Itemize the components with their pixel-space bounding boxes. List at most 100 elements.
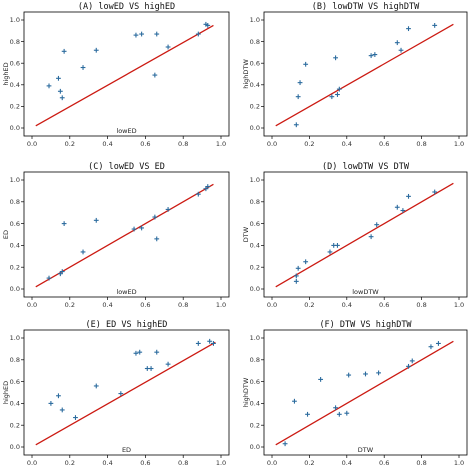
x-axis-label: lowED [116, 288, 136, 296]
y-tick-label: 0.6 [10, 59, 20, 67]
x-tick-label: 0.6 [379, 140, 389, 148]
data-point [363, 371, 368, 377]
x-axis-label: lowDTW [352, 288, 379, 296]
data-point [318, 377, 324, 382]
data-point [374, 222, 380, 228]
plot-frame [263, 171, 468, 298]
data-point [61, 221, 67, 226]
data-point [336, 411, 342, 417]
data-point [133, 32, 139, 38]
x-tick-label: 1.0 [216, 301, 226, 309]
data-point [205, 23, 211, 28]
data-point [335, 92, 340, 97]
data-point [282, 441, 288, 447]
data-point [406, 193, 411, 199]
data-point [154, 236, 160, 242]
plot-frame [263, 329, 468, 456]
x-tick-label: 0.2 [65, 301, 75, 309]
x-tick-label: 0.8 [178, 459, 188, 467]
data-point [406, 26, 411, 32]
data-point [165, 361, 171, 367]
y-tick-label: 0.0 [250, 285, 260, 293]
data-point [333, 405, 338, 411]
y-tick-label: 0.0 [10, 285, 20, 293]
data-point [131, 226, 137, 232]
y-tick-label: 0.2 [250, 103, 260, 111]
panel-title: (E) ED VS highED [86, 320, 168, 330]
y-tick-label: 0.8 [10, 38, 20, 46]
data-point [297, 80, 303, 86]
y-tick-label: 0.4 [250, 400, 260, 408]
y-tick-label: 0.8 [250, 356, 260, 364]
data-point [154, 349, 160, 355]
data-point [73, 415, 78, 420]
y-tick-label: 0.0 [250, 443, 260, 451]
data-point [203, 186, 209, 192]
x-tick-label: 0.2 [65, 459, 75, 467]
data-point [46, 83, 52, 89]
panel-title: (F) DTW VS highDTW [319, 320, 412, 330]
x-tick-label: 0.8 [416, 459, 426, 467]
data-point [394, 40, 400, 46]
data-point [305, 411, 310, 417]
data-point [211, 341, 216, 346]
data-point [400, 208, 406, 213]
scatter-panel-6: (F) DTW VS highDTW 0.0 0.0 0.2 0.2 0.4 0.4 0.6 0… [242, 320, 468, 467]
data-point [292, 398, 297, 404]
plot-frame [23, 329, 230, 456]
panel-title: (A) lowED VS highED [78, 2, 175, 12]
y-axis-label: highED [2, 62, 10, 85]
y-tick-label: 0.8 [10, 356, 20, 364]
data-point [295, 265, 301, 271]
data-point [333, 55, 338, 61]
y-axis-label: highDTW [242, 377, 250, 407]
x-tick-label: 1.0 [216, 140, 226, 148]
data-point [293, 273, 299, 279]
x-tick-label: 0.0 [267, 459, 277, 467]
reference-line [275, 23, 454, 127]
y-tick-label: 0.2 [10, 421, 20, 429]
data-point [303, 259, 309, 265]
y-tick-label: 0.6 [250, 378, 260, 386]
x-tick-label: 1.0 [454, 140, 464, 148]
data-point [372, 52, 378, 57]
data-point [56, 393, 61, 399]
data-point [327, 249, 333, 255]
x-tick-label: 0.6 [140, 140, 150, 148]
y-tick-label: 1.0 [10, 334, 20, 342]
reference-line [35, 183, 214, 288]
y-tick-label: 0.6 [10, 378, 20, 386]
data-point [344, 410, 350, 416]
y-tick-label: 0.4 [10, 81, 20, 89]
data-point [207, 338, 213, 344]
x-tick-label: 0.2 [304, 459, 314, 467]
x-tick-label: 1.0 [454, 301, 464, 309]
x-tick-label: 0.8 [416, 140, 426, 148]
data-point [303, 61, 309, 67]
x-tick-label: 0.6 [140, 459, 150, 467]
x-tick-label: 1.0 [216, 459, 226, 467]
y-tick-label: 0.2 [250, 263, 260, 271]
plot-frame [23, 11, 230, 137]
data-point [59, 269, 65, 274]
y-axis-label: highDTW [242, 59, 250, 89]
data-point [368, 53, 374, 59]
scatter-panel-5: (E) ED VS highED 0.0 0.0 0.2 0.2 0.4 0.4 0.6 0.6… [2, 320, 230, 467]
x-tick-label: 0.4 [342, 459, 352, 467]
y-tick-label: 0.0 [10, 124, 20, 132]
y-tick-label: 1.0 [250, 334, 260, 342]
y-tick-label: 1.0 [250, 16, 260, 24]
y-tick-label: 0.4 [10, 242, 20, 250]
x-tick-label: 0.2 [304, 301, 314, 309]
data-point [59, 407, 65, 413]
y-tick-label: 0.4 [10, 400, 20, 408]
data-point [48, 401, 54, 406]
data-point [148, 366, 154, 371]
reference-line [275, 182, 454, 288]
data-point [394, 204, 400, 210]
x-tick-label: 0.0 [27, 140, 37, 148]
x-tick-label: 0.8 [416, 301, 426, 309]
y-tick-label: 1.0 [10, 176, 20, 184]
data-point [295, 94, 301, 100]
